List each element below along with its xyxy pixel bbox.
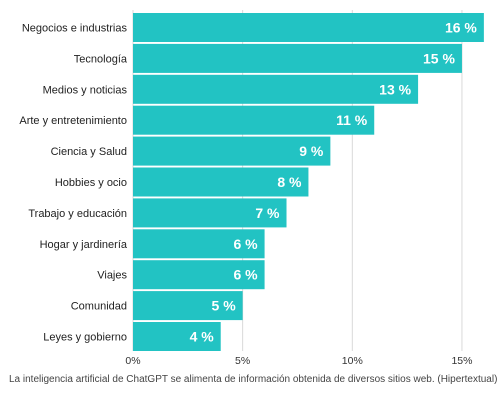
- bar-value-label: 15 %: [423, 50, 455, 66]
- bar: [133, 198, 287, 228]
- bar: [133, 136, 331, 166]
- x-tick-label: 10%: [342, 355, 363, 367]
- bar: [133, 167, 309, 197]
- bar: [133, 291, 243, 321]
- x-tick-label: 15%: [451, 355, 472, 367]
- category-label: Leyes y gobierno: [43, 332, 127, 344]
- category-label: Hogar y jardinería: [40, 239, 128, 251]
- bar: [133, 322, 221, 351]
- category-label: Tecnología: [74, 53, 128, 65]
- bar-value-label: 5 %: [212, 298, 237, 314]
- bar: [133, 229, 265, 259]
- bar: [133, 13, 484, 42]
- category-label-layer: Negocios e industrias Tecnología Medios y …: [19, 23, 128, 344]
- x-axis-tick-layer: 0% 5% 10% 15%: [125, 355, 472, 367]
- bar-value-label: 7 %: [255, 205, 280, 221]
- bar-value-label: 6 %: [233, 267, 258, 283]
- chart-caption: La inteligencia artificial de ChatGPT se…: [9, 374, 498, 385]
- bar: [133, 43, 462, 73]
- bar-value-label: 9 %: [299, 143, 324, 159]
- category-label: Arte y entretenimiento: [19, 115, 127, 127]
- category-label: Negocios e industrias: [22, 23, 128, 35]
- category-label: Viajes: [97, 270, 127, 282]
- category-label: Trabajo y educación: [28, 208, 127, 220]
- value-label-layer: 16 % 15 % 13 % 11 % 9 % 8 % 7 % 6 % 6 % 5 % 4 %: [190, 20, 478, 345]
- category-label: Ciencia y Salud: [51, 146, 127, 158]
- category-label: Hobbies y ocio: [55, 177, 127, 189]
- bar-value-label: 11 %: [336, 112, 368, 128]
- bar-value-label: 4 %: [190, 329, 215, 345]
- bar-value-label: 13 %: [379, 81, 411, 97]
- category-label: Comunidad: [71, 301, 127, 313]
- bar-value-label: 16 %: [445, 20, 477, 36]
- bar-value-label: 6 %: [233, 236, 258, 252]
- x-tick-label: 5%: [235, 355, 250, 367]
- bar-layer: [133, 13, 484, 351]
- category-label: Medios y noticias: [43, 84, 128, 96]
- bar: [133, 260, 265, 290]
- bar-value-label: 8 %: [277, 174, 302, 190]
- bar: [133, 105, 375, 135]
- x-tick-label: 0%: [125, 355, 140, 367]
- bar: [133, 74, 419, 104]
